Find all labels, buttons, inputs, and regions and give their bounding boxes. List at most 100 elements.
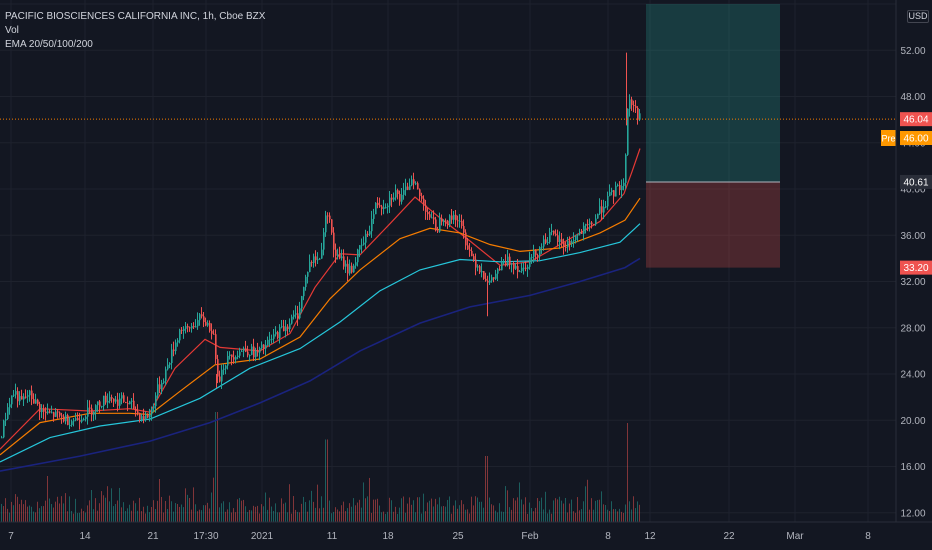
volume-bar <box>219 507 220 522</box>
candle-body <box>21 396 23 400</box>
volume-bar <box>301 503 302 522</box>
candle-body <box>147 414 149 418</box>
candle-body <box>603 206 605 213</box>
volume-indicator-label[interactable]: Vol <box>5 25 19 36</box>
volume-bar <box>321 496 322 522</box>
candle-body <box>563 242 565 247</box>
candle-body <box>17 391 19 402</box>
candle-body <box>337 254 339 256</box>
volume-bar <box>11 501 12 522</box>
candle-body <box>405 186 407 191</box>
volume-bar <box>567 512 568 522</box>
time-axis-tick: 21 <box>147 531 159 542</box>
candle-body <box>427 211 429 215</box>
candle-body <box>587 224 589 226</box>
volume-bar <box>133 500 134 522</box>
candle-body <box>351 265 353 273</box>
volume-bar <box>227 509 228 522</box>
candle-body <box>607 196 609 207</box>
ema-line-ema50 <box>0 197 641 456</box>
volume-bar <box>589 509 590 522</box>
candle-body <box>365 233 367 243</box>
candle-body <box>467 245 469 250</box>
volume-bar <box>517 497 518 522</box>
candle-body <box>291 316 293 324</box>
candle-body <box>233 357 235 360</box>
candle-body <box>85 416 87 420</box>
volume-bar <box>485 456 486 522</box>
volume-bar <box>489 497 490 522</box>
volume-bar <box>333 511 334 522</box>
candle-body <box>373 214 375 219</box>
volume-bar <box>209 508 210 522</box>
candle-body <box>275 332 277 335</box>
volume-bar <box>187 494 188 522</box>
candle-body <box>15 391 17 395</box>
volume-bar <box>347 508 348 522</box>
ema-line-ema20 <box>0 148 641 450</box>
volume-bar <box>417 497 418 522</box>
volume-bar <box>237 499 238 522</box>
candle-body <box>145 414 147 420</box>
volume-bar <box>151 506 152 522</box>
symbol-title[interactable]: PACIFIC BIOSCIENCES CALIFORNIA INC, 1h, … <box>5 11 266 22</box>
candle-body <box>241 350 243 352</box>
candle-body <box>359 245 361 250</box>
candle-body <box>629 99 631 109</box>
candle-body <box>517 266 519 272</box>
candle-body <box>531 256 533 258</box>
candle-body <box>573 239 575 242</box>
volume-bar <box>297 511 298 522</box>
candle-body <box>305 276 307 288</box>
candle-body <box>333 232 335 250</box>
price-axis-tick: 20.00 <box>900 416 925 427</box>
candle-body <box>235 357 237 360</box>
volume-bar <box>393 511 394 522</box>
candle-body <box>237 355 239 358</box>
candle-body <box>595 218 597 225</box>
volume-bar <box>439 497 440 522</box>
volume-bar <box>579 510 580 522</box>
candle-body <box>219 376 221 382</box>
candle-body <box>355 262 357 266</box>
candle-body <box>215 334 217 360</box>
candle-body <box>551 230 553 233</box>
volume-bar <box>23 504 24 522</box>
volume-bar <box>137 510 138 522</box>
ema-indicator-label[interactable]: EMA 20/50/100/200 <box>5 39 93 50</box>
volume-bar <box>311 490 312 522</box>
volume-bar <box>633 496 634 522</box>
candle-body <box>429 214 431 218</box>
candle-body <box>1 437 3 439</box>
candle-body <box>229 354 231 356</box>
volume-bar <box>507 490 508 522</box>
volume-bar <box>331 513 332 522</box>
candle-body <box>65 415 67 422</box>
candle-body <box>321 249 323 259</box>
candle-body <box>129 401 131 405</box>
candle-body <box>155 395 157 407</box>
candle-body <box>413 179 415 184</box>
candle-body <box>415 183 417 185</box>
candle-body <box>127 402 129 405</box>
volume-bar <box>549 509 550 522</box>
volume-bar <box>541 497 542 522</box>
volume-bar <box>409 497 410 522</box>
volume-bar <box>293 496 294 522</box>
candle-body <box>493 277 495 279</box>
candle-body <box>153 406 155 409</box>
volume-bar <box>401 498 402 522</box>
candle-body <box>83 419 85 421</box>
time-axis <box>0 522 932 550</box>
volume-bar <box>551 513 552 522</box>
volume-bar <box>61 496 62 522</box>
volume-bar <box>503 511 504 522</box>
volume-bar <box>545 491 546 522</box>
currency-button[interactable]: USD <box>907 10 929 23</box>
volume-bar <box>379 505 380 522</box>
candle-body <box>549 232 551 243</box>
volume-bar <box>169 495 170 522</box>
volume-bar <box>105 497 106 522</box>
